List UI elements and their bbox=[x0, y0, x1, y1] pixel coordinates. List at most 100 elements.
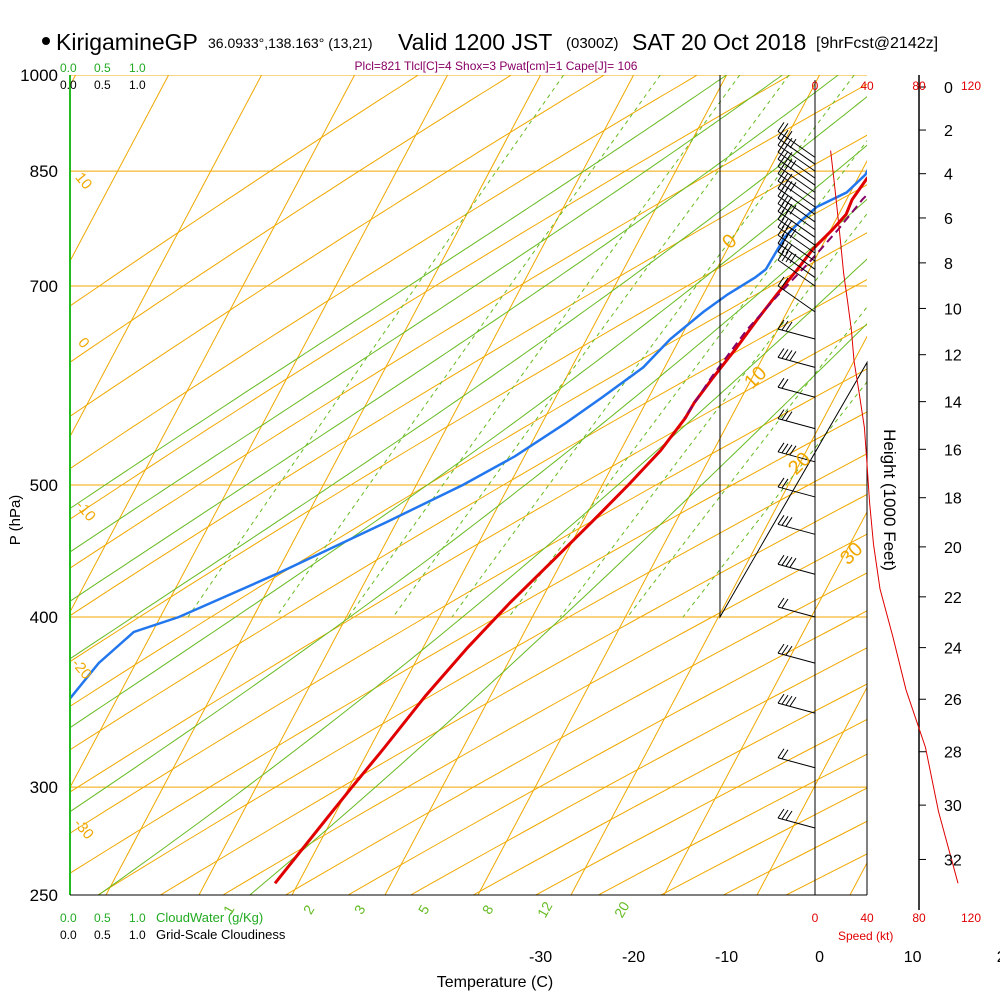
wind-barb bbox=[777, 225, 816, 262]
wind-barb-staff bbox=[777, 451, 816, 463]
mixing-ratio-line bbox=[275, 75, 661, 618]
wind-barb-feather bbox=[781, 251, 789, 262]
wind-barb-feather bbox=[781, 443, 789, 454]
wind-barb bbox=[777, 748, 816, 769]
height-tick-label: 32 bbox=[944, 852, 962, 869]
cloudwater-bottom-0: 0.0 bbox=[60, 911, 77, 925]
height-tick-label: 14 bbox=[944, 395, 962, 412]
dry-adiabat-line bbox=[70, 83, 867, 569]
wind-barb-staff bbox=[777, 234, 816, 262]
dry-adiabat-line bbox=[70, 75, 698, 470]
wind-barb-staff bbox=[777, 418, 816, 430]
adiabat-label: -30 bbox=[70, 815, 97, 843]
dewpoint-curve bbox=[70, 168, 867, 701]
height-axis-title: Height (1000 Feet) bbox=[880, 429, 899, 571]
wind-barb-feather bbox=[781, 349, 789, 359]
temperature-tick-label: 0 bbox=[815, 949, 824, 966]
cloudiness-top-0: 0.0 bbox=[60, 78, 77, 92]
isotherm-line bbox=[291, 75, 728, 895]
speed-axis-title: Speed (kt) bbox=[838, 929, 893, 943]
dry-adiabat-line bbox=[70, 368, 867, 834]
wind-barb bbox=[777, 693, 816, 714]
speed-top-tick-label: 120 bbox=[961, 79, 981, 93]
speed-bottom-tick-label: 80 bbox=[912, 911, 926, 925]
y-axis-title: P (hPa) bbox=[7, 495, 24, 546]
wind-barb-feather bbox=[777, 164, 785, 174]
dry-adiabat-line bbox=[70, 232, 867, 707]
wind-barb-feather bbox=[785, 321, 793, 332]
wind-barb-staff bbox=[777, 242, 816, 270]
wind-barb-feather bbox=[789, 182, 797, 192]
cloudiness-label: Grid-Scale Cloudiness bbox=[156, 927, 286, 942]
mixing-ratio-line bbox=[508, 140, 867, 618]
mixing-ratio-line bbox=[187, 75, 565, 618]
height-tick-label: 2 bbox=[944, 123, 953, 140]
wind-barb-feather bbox=[789, 557, 797, 568]
temperature-tick-label: -30 bbox=[529, 949, 552, 966]
dry-adiabat-line bbox=[160, 493, 867, 895]
wind-barb-staff bbox=[777, 328, 816, 340]
adiabat-label: -20 bbox=[68, 655, 95, 683]
dry-adiabat-line bbox=[70, 75, 605, 417]
valid-zulu: (0300Z) bbox=[566, 35, 619, 52]
height-tick-label: 12 bbox=[944, 348, 962, 365]
temperature-tick-label: 20 bbox=[997, 949, 1000, 966]
wind-barb-feather bbox=[781, 694, 789, 705]
isotherm-line bbox=[570, 335, 867, 895]
height-tick-label: 0 bbox=[944, 80, 953, 97]
pressure-tick-label: 300 bbox=[30, 778, 58, 797]
valid-date: SAT 20 Oct 2018 bbox=[632, 29, 806, 55]
x-axis-title: Temperature (C) bbox=[437, 974, 553, 991]
wind-barb-feather bbox=[781, 226, 789, 237]
adiabat-label: 10 bbox=[72, 169, 96, 193]
wind-barb bbox=[777, 319, 816, 340]
wind-barb-feather bbox=[777, 122, 785, 132]
wind-barb bbox=[777, 242, 816, 278]
temperature-tick-label: -10 bbox=[715, 949, 738, 966]
isotherm-line bbox=[663, 510, 867, 895]
wind-barb-feather bbox=[777, 693, 785, 704]
surface-dewpoint-marker bbox=[887, 146, 896, 155]
wind-barb bbox=[777, 348, 816, 368]
cloudiness-bottom-0: 0.0 bbox=[60, 928, 77, 942]
wind-barb-feather bbox=[777, 128, 785, 139]
wind-barb bbox=[777, 515, 816, 535]
mixing-ratio-label: 5 bbox=[415, 902, 433, 917]
moist-adiabat-line bbox=[70, 75, 727, 510]
wind-barb-staff bbox=[777, 757, 816, 769]
wind-barb-feather bbox=[781, 243, 789, 253]
wind-barb bbox=[777, 234, 816, 270]
cloudwater-label: CloudWater (g/Kg) bbox=[156, 910, 263, 925]
height-tick-label: 6 bbox=[944, 211, 953, 228]
wind-barb bbox=[777, 377, 816, 398]
wind-barb-feather bbox=[785, 219, 793, 230]
height-tick-label: 10 bbox=[944, 301, 962, 318]
parcel-curve bbox=[683, 193, 867, 419]
cloudiness-bottom-2: 1.0 bbox=[129, 928, 146, 942]
pressure-tick-label: 400 bbox=[30, 608, 58, 627]
wind-barb bbox=[777, 217, 816, 254]
isotherm-line bbox=[198, 75, 635, 895]
isotherm-line bbox=[70, 75, 170, 263]
wind-barb-feather bbox=[777, 149, 785, 160]
cloudiness-top-2: 1.0 bbox=[129, 78, 146, 92]
moist-adiabat-line bbox=[249, 323, 867, 895]
wind-barb bbox=[777, 643, 816, 664]
wind-barb-feather bbox=[785, 244, 793, 254]
wind-barb bbox=[777, 442, 816, 463]
wind-barb-feather bbox=[785, 444, 793, 455]
mixing-ratio-line bbox=[559, 212, 867, 618]
wind-barb-feather bbox=[781, 516, 789, 526]
adiabat-label: -10 bbox=[72, 497, 99, 525]
speed-bottom-tick-label: 120 bbox=[961, 911, 981, 925]
isotherm-line bbox=[849, 861, 867, 895]
station-name: KirigamineGP bbox=[56, 29, 198, 55]
wind-barb bbox=[777, 808, 816, 829]
dry-adiabat-line bbox=[70, 411, 867, 874]
cloudwater-top-0: 0.0 bbox=[60, 61, 77, 75]
wind-barb-staff bbox=[777, 386, 816, 398]
moist-adiabat-line bbox=[98, 258, 867, 895]
wind-barb-feather bbox=[777, 348, 785, 358]
wind-barb-feather bbox=[785, 810, 793, 821]
isotherm-label: 30 bbox=[836, 538, 867, 569]
